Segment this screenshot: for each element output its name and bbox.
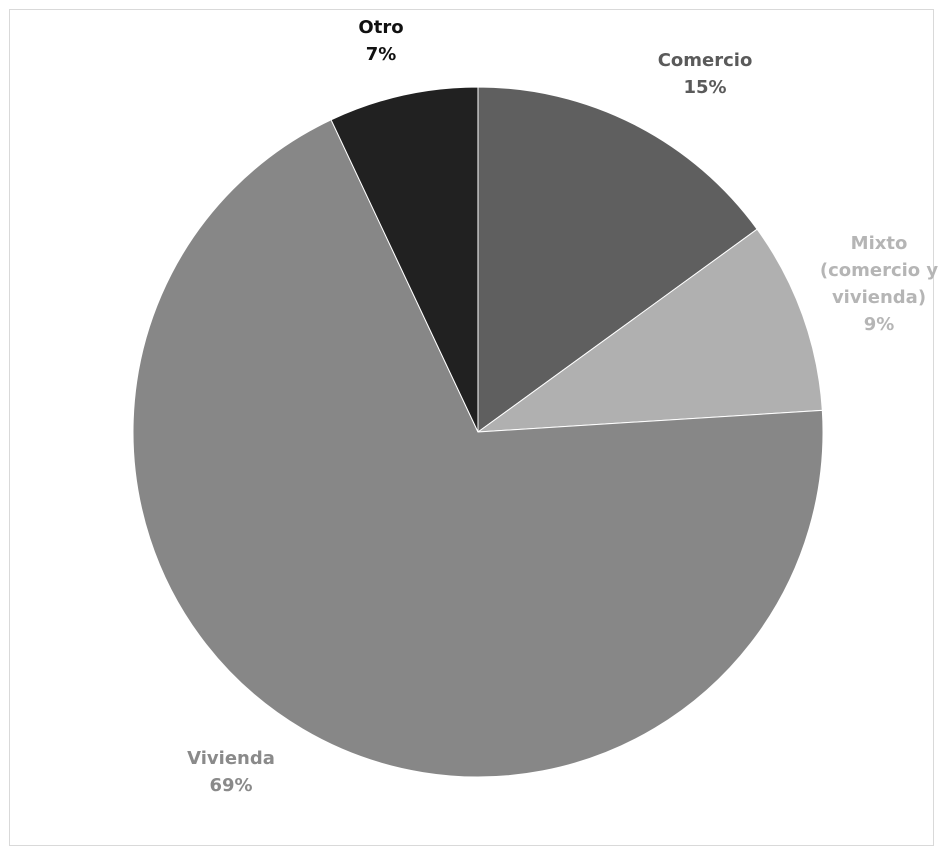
data-label-mixto-comercio-y-vivienda: Mixto (comercio y vivienda) 9% [820, 233, 939, 335]
data-label-percent: 9% [864, 314, 895, 335]
pie-slice-otro [330, 86, 479, 433]
data-label-category: Vivienda [187, 748, 275, 769]
pie-slice-vivienda [132, 119, 824, 778]
data-label-otro: Otro 7% [358, 17, 403, 65]
pie-slice-mixto-comercio-y-vivienda [476, 228, 823, 433]
pie-labels: Comercio 15% Mixto (comercio y vivienda) 9% Vi… [187, 17, 938, 796]
data-label-category: Comercio [658, 50, 753, 71]
data-label-category: (comercio y [820, 260, 939, 281]
pie-slice-comercio [477, 86, 758, 433]
data-label-category: Mixto [851, 233, 908, 254]
pie-slices [132, 86, 824, 778]
data-label-vivienda: Vivienda 69% [187, 748, 275, 796]
data-label-percent: 69% [209, 775, 252, 796]
data-label-percent: 7% [366, 44, 397, 65]
data-label-comercio: Comercio 15% [658, 50, 753, 98]
data-label-category: vivienda) [832, 287, 926, 308]
data-label-percent: 15% [683, 77, 726, 98]
data-label-category: Otro [358, 17, 403, 38]
